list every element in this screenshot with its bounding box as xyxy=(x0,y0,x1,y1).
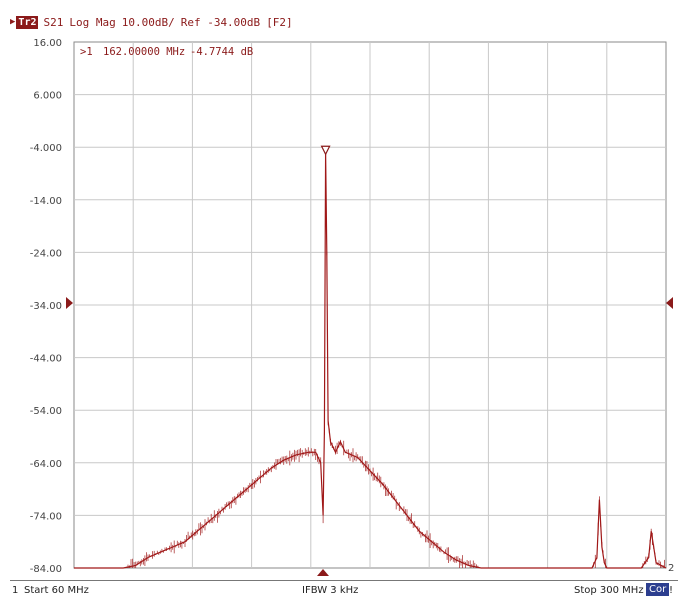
y-tick-label: -24.00 xyxy=(30,248,62,259)
stop-frequency[interactable]: Stop 300 MHz xyxy=(574,585,644,596)
trace-end-label: 2 xyxy=(668,563,674,574)
trace xyxy=(74,145,667,569)
format-label: Log Mag xyxy=(69,15,116,29)
active-trace-arrow-icon: ▶ xyxy=(10,17,16,27)
y-tick-label: -64.00 xyxy=(30,459,62,470)
footer-divider xyxy=(10,580,678,581)
y-tick-label: -34.00 xyxy=(30,301,62,312)
status-footer: 1 Start 60 MHz IFBW 3 kHz Stop 300 MHz C… xyxy=(10,582,678,598)
reference-label: Ref -34.00dB xyxy=(180,15,261,29)
marker-label: >1 xyxy=(80,46,93,58)
marker-frequency: 162.00000 MHz xyxy=(103,46,185,58)
y-tick-label: -14.00 xyxy=(30,196,62,207)
y-tick-label: -74.00 xyxy=(30,511,62,522)
ifbw-readout[interactable]: IFBW 3 kHz xyxy=(302,585,359,596)
trace-header: ▶ Tr2 S21 Log Mag 10.00dB/ Ref -34.00dB … xyxy=(10,14,293,30)
stimulus-marker-arrow-icon[interactable] xyxy=(317,569,329,576)
y-tick-label: -4.000 xyxy=(30,143,62,154)
channel-number[interactable]: 1 xyxy=(12,585,19,596)
y-axis-tick-labels: 16.00 6.000 -4.000 -14.00 -24.00 -34.00 -44.00… xyxy=(30,38,62,575)
y-tick-label: -44.00 xyxy=(30,354,62,365)
y-tick-label: 16.00 xyxy=(33,38,62,49)
reference-right-arrow-icon[interactable] xyxy=(666,297,673,309)
correction-badge[interactable]: Cor xyxy=(646,583,670,596)
y-tick-label: -84.00 xyxy=(30,564,62,575)
channel-status-indicator: ! xyxy=(669,585,674,596)
trace-label-badge[interactable]: Tr2 xyxy=(16,15,39,29)
measurement-label: S21 xyxy=(43,15,64,29)
marker-point-icon[interactable] xyxy=(320,145,331,156)
scale-label: 10.00dB/ xyxy=(121,15,175,29)
grid xyxy=(74,42,666,568)
reference-left-arrow-icon[interactable] xyxy=(66,297,73,309)
trace-ref-label: [F2] xyxy=(266,15,293,29)
start-frequency[interactable]: Start 60 MHz xyxy=(24,585,89,596)
marker-value: -4.7744 dB xyxy=(190,46,253,58)
series-noise xyxy=(126,150,665,568)
y-tick-label: -54.00 xyxy=(30,406,62,417)
y-tick-label: 6.000 xyxy=(33,91,62,102)
